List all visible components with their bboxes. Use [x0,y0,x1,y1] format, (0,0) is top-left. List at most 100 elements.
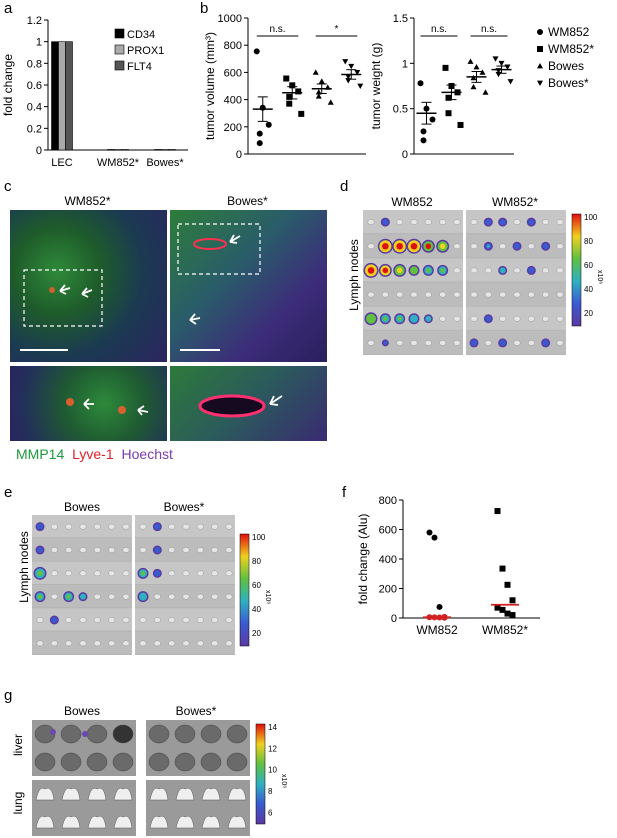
lymph-node [196,640,204,647]
zoom-box [23,269,103,327]
lymph-node [381,291,389,298]
lymph-node [122,570,130,577]
lymph-node [79,547,87,553]
panel-d-col2-label: WM852* [491,195,538,209]
signal [544,244,548,248]
liver-organ [34,752,56,772]
signal [367,267,375,274]
signal [368,316,374,322]
lymph-node [79,570,87,577]
signal [501,268,505,273]
data-point [420,137,427,144]
y-tick-label: 0 [402,149,408,161]
lymph-image-e [32,515,235,655]
data-point [537,80,543,86]
y-tick-label: 0 [236,149,242,161]
signal [155,571,159,575]
lymph-node [139,640,147,647]
lymph-node [122,617,130,623]
chart-f: 0 200 400 600 800 fold change (Alu) WM852 WM852… [356,495,540,637]
lymph-node [396,291,404,298]
lymph-node [182,547,190,553]
lymph-node [196,570,204,577]
lymph-node [122,593,130,600]
significance-label: n.s. [431,24,447,35]
lymph-node [182,570,190,577]
data-point [315,93,322,99]
lymph-node [513,291,521,298]
lung-organ [87,787,107,801]
lymph-node [122,547,130,553]
lymph-node [470,267,478,274]
lymph-node [211,640,219,647]
y-tick-label: 1 [402,58,408,70]
data-point [342,59,349,65]
colorbar [239,533,250,647]
lymph-node [79,523,87,530]
lymph-node [439,291,447,298]
lymph-node [470,291,478,298]
liver-organ [226,724,248,744]
data-point [479,69,486,75]
lymph-node [453,291,461,298]
data-point [431,534,438,541]
data-point [445,94,452,101]
colorbar-tick: 14 [268,723,277,732]
lymph-node [50,523,58,530]
data-point [429,116,436,123]
legend-label: CD34 [127,29,155,41]
colorbar-unit: x10⁶ [264,590,271,604]
lymph-node [93,523,101,530]
arrow-icon [269,395,283,406]
lymph-node [453,267,461,274]
lymph-node [182,617,190,623]
lymph-node [556,340,564,346]
lung-organ [113,787,133,801]
panel-g-col1-label: Bowes [63,704,101,718]
signal [529,220,533,224]
lung-organ [149,815,169,829]
lung-organ [175,815,195,829]
colorbar-tick: 20 [584,309,593,318]
lymph-node [168,547,176,553]
panel-label-e: e [4,484,13,501]
data-point [286,100,293,107]
lymph-node [225,523,233,530]
lymph-node [527,315,535,322]
panel-g-liver-label: liver [11,734,25,757]
lymph-node [211,617,219,623]
signal [37,570,43,577]
lymph-node [93,570,101,577]
lymph-node [93,640,101,647]
lymph-node [542,315,550,322]
signal [37,594,43,599]
data-point [499,606,506,613]
lymph-node [108,593,116,600]
data-point [499,565,506,572]
signal [50,729,56,735]
bar [58,41,66,151]
significance-label: n.s. [481,24,497,35]
colorbar-tick: 80 [584,237,593,246]
data-point [509,612,516,619]
lymph-node [410,340,418,346]
lung-organ [149,787,169,801]
legend-label: PROX1 [127,45,164,57]
liver-organ [226,752,248,772]
lung-organ [61,815,81,829]
lymph-node [484,340,492,346]
signal [425,243,432,249]
data-point [498,60,505,67]
panel-c-col2-label: Bowes* [227,194,268,208]
lymph-node [499,243,507,250]
signal [82,731,88,737]
legend-swatch [114,28,125,39]
data-point [507,79,514,85]
signal [486,244,490,248]
lymph-node [410,219,418,225]
lymph-node [182,640,190,647]
y-tick-label: 200 [379,584,397,596]
colorbar-tick: 100 [584,213,598,222]
colorbar-tick: 80 [252,557,261,566]
data-point [537,29,543,35]
